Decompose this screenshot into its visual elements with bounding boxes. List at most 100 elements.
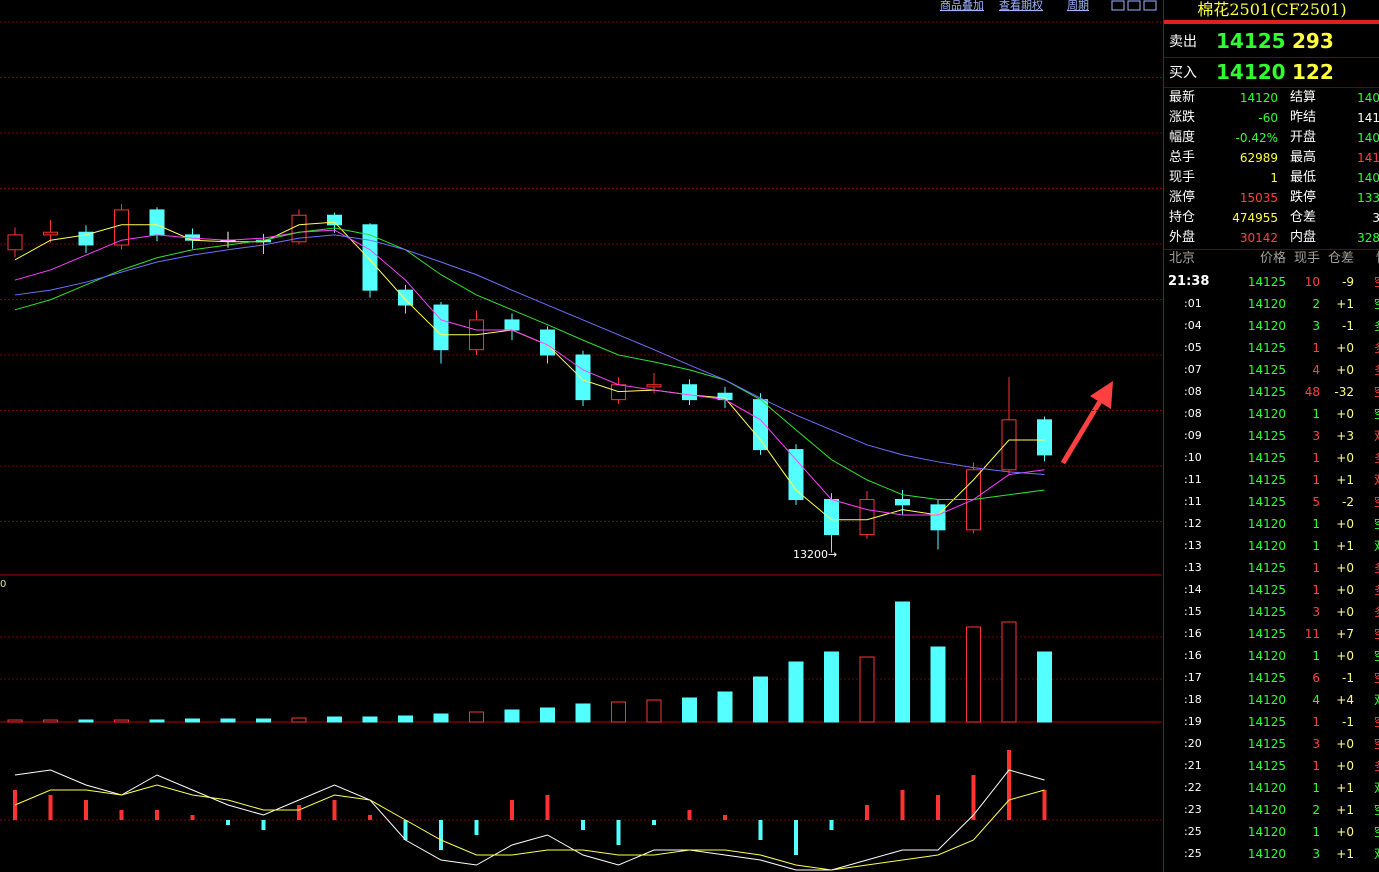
stat-value: 133	[1357, 191, 1379, 205]
volume-bar	[859, 656, 875, 723]
tick-type: 多	[1374, 604, 1379, 620]
quote-panel: 棉花2501(CF2501) 卖出 14125 293 买入 14120 122 最新 141…	[1163, 0, 1379, 872]
stat-value: 14120	[1239, 91, 1278, 105]
volume-bar	[966, 626, 981, 723]
macd-bar	[474, 820, 479, 835]
tick-oi-change: +0	[1336, 605, 1354, 619]
quote-volume: 293	[1292, 29, 1334, 53]
stat-value: 140	[1357, 171, 1379, 185]
volume-bar	[327, 716, 342, 723]
tick-type: 空	[1374, 384, 1379, 400]
contract-title: 棉花2501(CF2501)	[1197, 0, 1347, 19]
tick-oi-change: +0	[1336, 407, 1354, 421]
stat-value: 328	[1357, 231, 1379, 245]
candle-body	[895, 499, 910, 506]
stat-label: 幅度	[1169, 130, 1196, 145]
macd-bar	[794, 820, 798, 855]
toolbar-button[interactable]: 周期	[1067, 0, 1089, 12]
tick-price: 14125	[1247, 561, 1286, 575]
title-bar	[1164, 20, 1379, 24]
quote-price: 14125	[1216, 29, 1286, 53]
tick-type: 双	[1374, 428, 1379, 444]
candle-body	[78, 231, 94, 246]
macd-bar	[226, 820, 230, 825]
tick-oi-change: +1	[1336, 539, 1354, 553]
stat-label: 涨停	[1169, 190, 1196, 205]
tick-volume: 1	[1312, 561, 1320, 575]
tick-oi-change: +0	[1336, 363, 1354, 377]
tick-type: 双	[1374, 472, 1379, 488]
stat-value: 1	[1270, 171, 1278, 185]
tick-price: 14125	[1247, 341, 1286, 355]
window-icons[interactable]	[1111, 0, 1157, 11]
stat-label: 跌停	[1290, 190, 1317, 205]
candle-body	[504, 319, 520, 331]
stat-label: 昨结	[1290, 110, 1317, 125]
tick-oi-change: -1	[1342, 671, 1354, 685]
tick-time: :21	[1184, 759, 1202, 772]
tick-volume: 2	[1312, 803, 1320, 817]
macd-bar	[1007, 750, 1011, 820]
volume-bar	[7, 719, 23, 723]
tick-type: 空	[1374, 494, 1379, 510]
tick-oi-change: +1	[1336, 847, 1354, 861]
tick-price: 14125	[1247, 451, 1286, 465]
tick-price: 14120	[1247, 781, 1286, 795]
tick-type: 多	[1374, 758, 1379, 774]
candle-body	[646, 384, 662, 388]
macd-bar	[155, 810, 159, 820]
separator	[1164, 57, 1379, 58]
tick-price: 14120	[1247, 407, 1286, 421]
volume-bar	[682, 697, 697, 723]
tick-time: :10	[1184, 451, 1202, 464]
toolbar-button[interactable]: 商品叠加	[940, 0, 984, 12]
tick-oi-change: +0	[1336, 341, 1354, 355]
quote-price: 14120	[1216, 60, 1286, 84]
macd-bar	[616, 820, 621, 845]
tick-volume: 3	[1312, 605, 1320, 619]
macd-bar	[900, 790, 905, 820]
tick-type: 空	[1374, 516, 1379, 532]
tick-price: 14125	[1247, 473, 1286, 487]
macd-bar	[48, 795, 53, 820]
tick-header: 仓差	[1327, 251, 1354, 266]
tick-volume: 1	[1312, 539, 1320, 553]
tick-price: 14125	[1247, 495, 1286, 509]
tick-volume: 11	[1304, 627, 1320, 641]
tick-time: :20	[1184, 737, 1202, 750]
toolbar-button[interactable]: 查看期权	[999, 0, 1043, 12]
tick-oi-change: +0	[1336, 649, 1354, 663]
stat-value: 141	[1357, 111, 1379, 125]
tick-oi-change: +0	[1336, 759, 1354, 773]
chart-area: 商品叠加 查看期权 周期 13200→ 0	[0, 0, 1162, 872]
tick-type: 双	[1374, 846, 1379, 862]
macd-bar	[758, 820, 763, 840]
volume-axis-label: 0	[0, 579, 6, 590]
macd-bar	[190, 815, 195, 820]
volume-bar	[504, 709, 520, 723]
tick-oi-change: +1	[1336, 803, 1354, 817]
tick-oi-change: +0	[1336, 737, 1354, 751]
stat-label: 内盘	[1290, 230, 1317, 245]
stat-value: 30142	[1239, 231, 1278, 245]
tick-price: 14125	[1247, 715, 1286, 729]
tick-price: 14120	[1247, 847, 1286, 861]
tick-oi-change: +0	[1336, 517, 1354, 531]
tick-time: 21:38	[1168, 274, 1210, 289]
candle-body	[7, 234, 23, 251]
candle-body	[1037, 419, 1052, 456]
tick-price: 14120	[1247, 319, 1286, 333]
tick-time: :05	[1184, 341, 1202, 354]
volume-bar	[753, 676, 768, 723]
tick-time: :08	[1184, 385, 1202, 398]
tick-volume: 3	[1312, 737, 1320, 751]
candle-body	[930, 504, 946, 531]
tick-time: :09	[1184, 429, 1202, 442]
tick-header: 北京	[1169, 251, 1196, 266]
volume-bar	[256, 718, 271, 723]
tick-type: 双	[1374, 692, 1379, 708]
tick-price: 14120	[1247, 297, 1286, 311]
stat-value: 62989	[1239, 151, 1278, 165]
tick-time: :13	[1184, 561, 1202, 574]
macd-bar	[581, 820, 585, 830]
